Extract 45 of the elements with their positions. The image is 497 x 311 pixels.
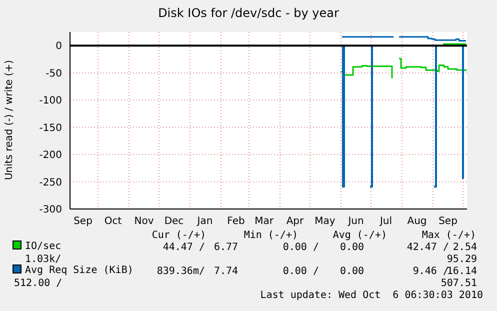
legend-label: Avg Req Size (KiB): [25, 265, 134, 276]
x-tick-label: Dec: [164, 216, 184, 228]
text: Cur (-/+): [152, 230, 206, 241]
text: 0.00 /: [282, 266, 319, 277]
text: Min (-/+): [244, 230, 298, 241]
y-tick-label: -300: [39, 204, 62, 216]
chart-title: Disk IOs for /dev/sdc - by year: [157, 6, 340, 20]
text: 7.74: [214, 266, 238, 277]
x-tick-label: Mar: [254, 216, 274, 228]
y-tick-label: -100: [39, 96, 62, 107]
x-tick-label: Jun: [347, 216, 364, 228]
x-tick-label: Jan: [196, 216, 213, 228]
y-tick-label: -50: [46, 68, 62, 80]
x-tick-label: Sep: [74, 216, 92, 228]
y-tick-label: 0: [56, 41, 62, 52]
x-tick-label: Feb: [227, 216, 245, 228]
text: Max (-/+): [422, 230, 476, 241]
text: 9.46 /: [412, 266, 449, 277]
x-tick-label: May: [314, 216, 336, 228]
text: 0.00: [340, 266, 364, 277]
x-tick-label: Jul: [378, 216, 392, 228]
text: 839.36m/: [156, 266, 205, 277]
legend-label: IO/sec: [25, 241, 62, 252]
text: 507.51: [440, 278, 477, 289]
y-tick-label: -200: [39, 150, 62, 162]
x-tick-label: Sep: [438, 216, 458, 228]
text: 95.29: [446, 254, 477, 265]
text: 42.47 /: [406, 242, 449, 253]
x-tick-label: Apr: [286, 216, 305, 228]
x-tick-label: Aug: [407, 216, 427, 228]
x-tick-label: Nov: [134, 216, 154, 228]
text: 44.47 /: [162, 242, 205, 253]
text: 6.77: [214, 242, 238, 253]
y-axis-title: Units read (-) / write (+): [4, 60, 15, 180]
text: 0.00: [340, 242, 364, 253]
text: 0.00 /: [282, 242, 319, 253]
y-tick-label: -150: [39, 122, 62, 134]
text: 512.00 /: [14, 278, 62, 289]
text: Last update: Wed Oct 6 06:30:03 2010: [260, 290, 483, 301]
text: 16.14: [446, 266, 477, 277]
x-tick-label: Oct: [104, 216, 122, 228]
y-tick-label: -250: [39, 177, 62, 188]
text: 2.54: [452, 242, 477, 253]
text: 1.03k/: [25, 254, 62, 265]
text: Avg (-/+): [332, 230, 387, 241]
